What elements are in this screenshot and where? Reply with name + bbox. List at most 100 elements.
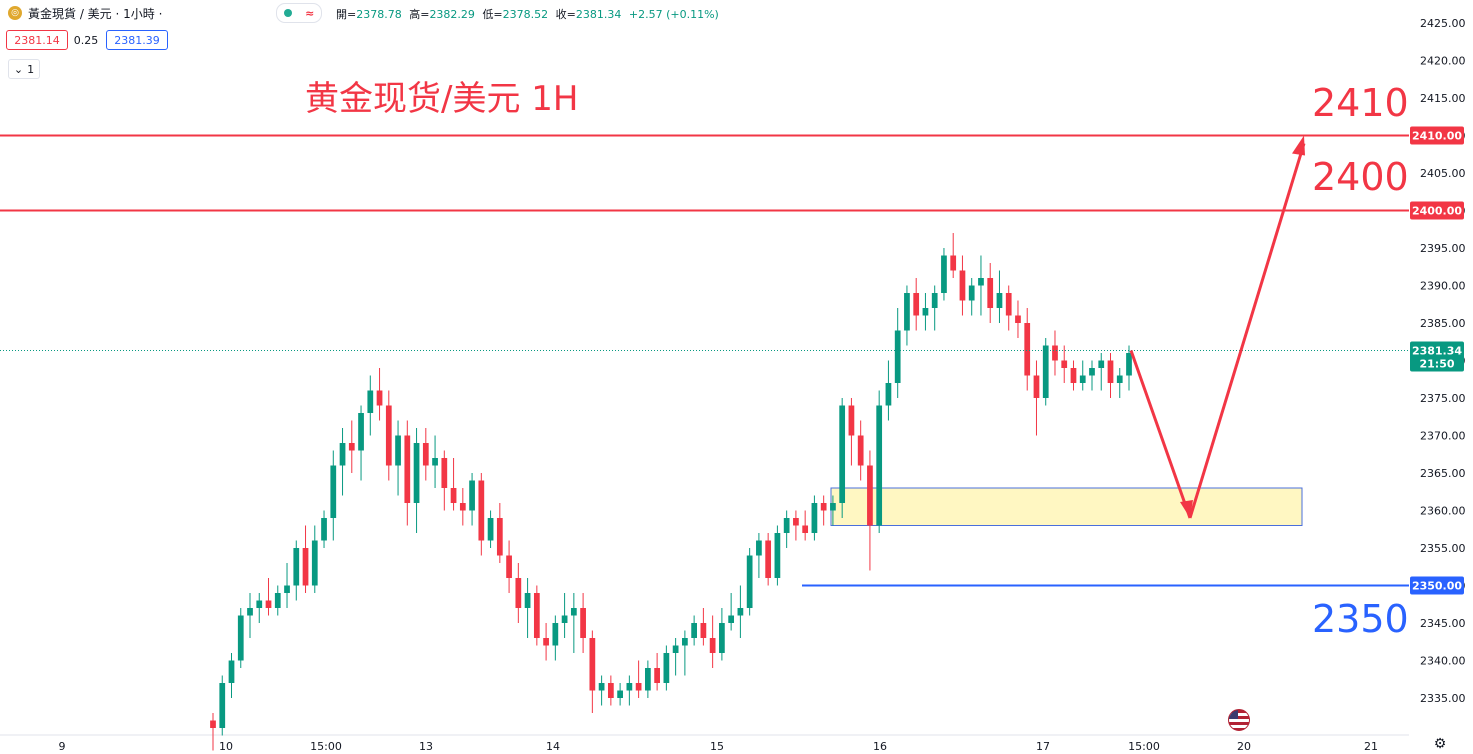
candle-body (210, 720, 216, 728)
candle-body (904, 293, 910, 331)
candle-body (469, 480, 475, 511)
candle-body (1107, 360, 1114, 383)
candle-body (607, 683, 614, 698)
indicator-count: 1 (27, 62, 35, 76)
projection-up-arrow (1188, 143, 1306, 519)
sell-price-button[interactable]: 2381.14 (6, 30, 68, 50)
x-tick-label: 13 (419, 740, 433, 753)
candle-body (247, 608, 253, 616)
last-price-label: 2381.34 (1412, 344, 1462, 357)
level-tag-label: 2350.00 (1412, 580, 1462, 593)
countdown-label: 21:50 (1419, 357, 1454, 370)
candle-body (691, 623, 697, 638)
candle-body (783, 518, 790, 533)
wave-icon: ≈ (305, 6, 315, 20)
level-tag (1410, 126, 1464, 145)
x-tick-label: 20 (1237, 740, 1251, 753)
arrowhead-up (1292, 135, 1305, 156)
candle-body (682, 638, 688, 646)
candle-body (478, 480, 485, 541)
candle-body (487, 518, 494, 541)
candle-body (1015, 315, 1021, 323)
candle-body (978, 278, 984, 286)
candle-body (765, 540, 772, 578)
candle-body (996, 293, 1003, 308)
candle-body (756, 540, 762, 556)
candle-body (413, 443, 420, 503)
candle-body (459, 503, 466, 511)
high-value: 2382.29 (429, 8, 475, 21)
candle-body (941, 255, 947, 293)
symbol-label: 黃金現貨 / 美元 · 1小時 · (28, 6, 163, 21)
candle-body (737, 608, 744, 616)
market-status[interactable]: ≈ (276, 3, 322, 23)
candle-body (1070, 368, 1077, 383)
symbol-title[interactable]: ◎ 黃金現貨 / 美元 · 1小時 · (8, 4, 162, 22)
us-flag-icon[interactable] (1228, 709, 1250, 731)
candle-body (237, 615, 244, 661)
candle-body (321, 518, 327, 541)
candle-body (746, 555, 753, 608)
candle-body (1126, 353, 1132, 376)
candle-body (219, 683, 226, 728)
support-zone (830, 487, 1303, 526)
last-price-tag (1410, 341, 1464, 372)
candle-body (1089, 368, 1095, 376)
candle-body (1042, 345, 1049, 398)
candle-body (256, 600, 263, 608)
level-tag-label: 2410.00 (1412, 130, 1462, 143)
spread-value: 0.25 (73, 33, 99, 47)
candle-body (857, 435, 864, 466)
green-dot-icon (283, 9, 292, 17)
candle-body (432, 458, 438, 466)
y-tick-label: 2345.00 (1420, 617, 1466, 630)
y-tick-label: 2385.00 (1420, 317, 1466, 330)
buy-price-button[interactable]: 2381.39 (106, 30, 168, 50)
candle-body (876, 405, 883, 526)
ohlc-readout: 開=2378.78 高=2382.29 低=2378.52 收=2381.34 … (336, 8, 719, 21)
y-tick-label: 2405.00 (1420, 167, 1466, 180)
candle-body (330, 465, 337, 518)
close-value: 2381.34 (575, 8, 622, 21)
gear-icon[interactable]: ⚙ (1433, 736, 1447, 752)
arrowhead-down (1180, 500, 1193, 518)
candle-body (422, 443, 429, 466)
x-tick-label: 9 (59, 740, 66, 753)
candle-body (931, 293, 938, 308)
candle-body (302, 548, 309, 586)
candle-body (570, 608, 577, 616)
candle-body (774, 533, 781, 578)
candle-body (839, 405, 846, 503)
candle-body (1005, 293, 1012, 316)
level-tag (1410, 201, 1464, 220)
candle-body (1033, 375, 1040, 398)
candle-body (793, 518, 799, 526)
price-axis-pane (1409, 0, 1473, 754)
candle-body (376, 390, 383, 406)
candle-body (524, 593, 531, 608)
candle-body (848, 405, 855, 436)
level-big-label: 2400 (1312, 155, 1409, 199)
candle-body (228, 660, 235, 683)
candle-body (1052, 345, 1058, 361)
x-tick-label: 15:00 (1128, 740, 1160, 753)
candle-body (1061, 360, 1068, 368)
candle-body (543, 638, 549, 646)
candle-body (811, 503, 818, 533)
candle-body (385, 405, 392, 466)
candle-body (709, 638, 716, 653)
candle-body (598, 683, 605, 691)
candle-body (395, 435, 401, 466)
candle-body (645, 668, 651, 691)
collapse-indicators-button[interactable]: ⌄ 1 (8, 59, 40, 79)
y-tick-label: 2415.00 (1420, 92, 1466, 105)
change-value: +2.57 (+0.11%) (628, 8, 719, 21)
candle-body (1098, 360, 1105, 368)
candle-body (700, 623, 707, 638)
y-tick-label: 2420.00 (1420, 55, 1466, 68)
candle-body (802, 525, 809, 533)
candle-body (339, 443, 346, 466)
gold-coin-icon: ◎ (8, 6, 22, 20)
candle-body (635, 683, 642, 691)
